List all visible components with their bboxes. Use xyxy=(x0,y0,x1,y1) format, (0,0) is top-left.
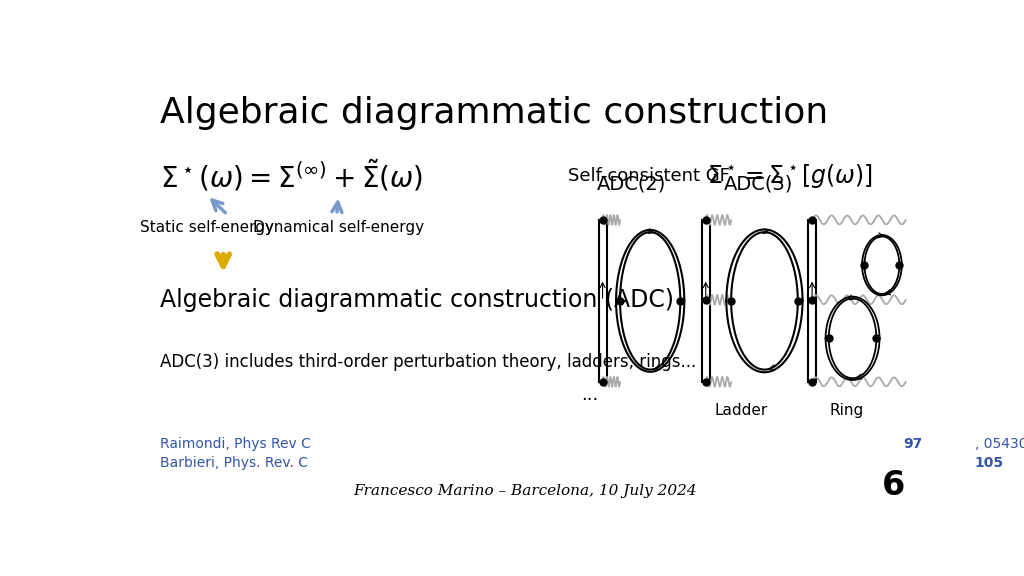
Text: , 054308 (2018): , 054308 (2018) xyxy=(975,437,1024,451)
Text: Barbieri, Phys. Rev. C: Barbieri, Phys. Rev. C xyxy=(160,456,312,470)
Text: $\Sigma^\star = \Sigma^\star[g(\omega)]$: $\Sigma^\star = \Sigma^\star[g(\omega)]$ xyxy=(708,161,873,190)
Text: $\Sigma^\star(\omega) = \Sigma^{(\infty)} + \tilde{\Sigma}(\omega)$: $\Sigma^\star(\omega) = \Sigma^{(\infty)… xyxy=(160,158,423,194)
Text: Raimondi, Phys Rev C: Raimondi, Phys Rev C xyxy=(160,437,315,451)
Text: ...: ... xyxy=(582,386,598,404)
Text: ADC(3): ADC(3) xyxy=(724,175,794,194)
Text: 6: 6 xyxy=(883,468,905,502)
Text: Algebraic diagrammatic construction (ADC): Algebraic diagrammatic construction (ADC… xyxy=(160,288,674,312)
Text: Algebraic diagrammatic construction: Algebraic diagrammatic construction xyxy=(160,96,828,130)
Text: Dynamical self-energy: Dynamical self-energy xyxy=(253,220,424,235)
Text: ADC(3) includes third-order perturbation theory, ladders, rings...: ADC(3) includes third-order perturbation… xyxy=(160,353,696,371)
Text: Francesco Marino – Barcelona, 10 July 2024: Francesco Marino – Barcelona, 10 July 20… xyxy=(353,484,696,498)
Text: ADC(2): ADC(2) xyxy=(597,175,667,194)
Text: Static self-energy: Static self-energy xyxy=(140,220,274,235)
Text: 97: 97 xyxy=(904,437,923,451)
Text: 105: 105 xyxy=(975,456,1004,470)
Text: Ring: Ring xyxy=(829,403,863,418)
Text: Self-consistent GF: Self-consistent GF xyxy=(568,166,730,184)
Text: Ladder: Ladder xyxy=(714,403,767,418)
